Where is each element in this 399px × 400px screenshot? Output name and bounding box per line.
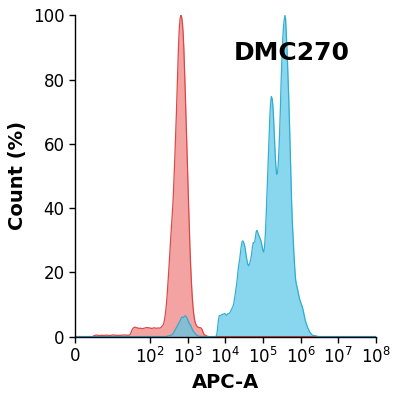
Y-axis label: Count (%): Count (%) [8, 122, 28, 230]
Text: DMC270: DMC270 [233, 41, 350, 65]
X-axis label: APC-A: APC-A [192, 373, 259, 392]
